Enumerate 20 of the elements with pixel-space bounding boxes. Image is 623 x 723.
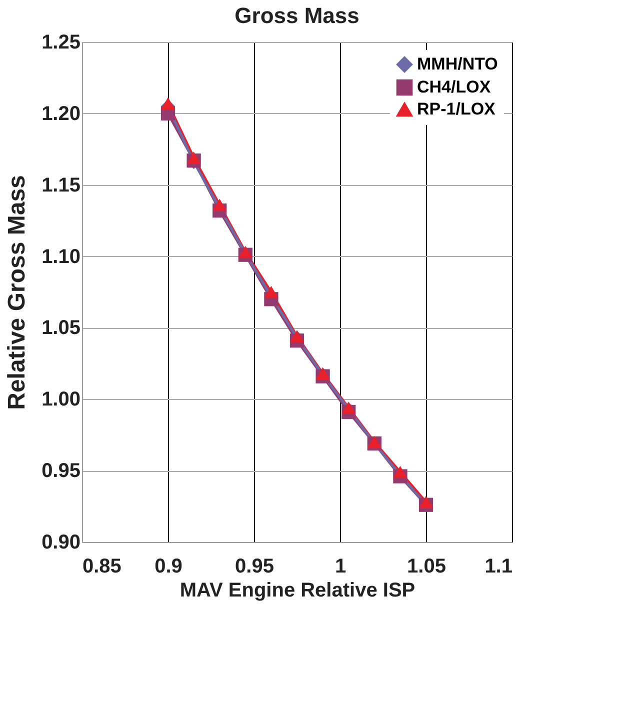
x-tick-label: 0.95 bbox=[235, 556, 274, 578]
x-axis-title: MAV Engine Relative ISP bbox=[180, 580, 416, 602]
x-tick-label: 0.9 bbox=[154, 556, 182, 578]
legend-label: CH4/LOX bbox=[417, 78, 492, 96]
y-tick-label: 1.10 bbox=[42, 246, 80, 268]
y-tick-label: 1.00 bbox=[42, 388, 80, 411]
y-tick-label: 0.95 bbox=[42, 460, 80, 482]
chart-title: Gross Mass bbox=[234, 3, 360, 28]
legend-label: MMH/NTO bbox=[417, 54, 498, 74]
y-tick-label: 1.05 bbox=[42, 317, 80, 340]
legend-label: RP-1/LOX bbox=[417, 100, 496, 118]
x-tick-label: 1.1 bbox=[484, 556, 512, 578]
y-tick-label: 1.25 bbox=[42, 32, 80, 54]
x-tick-label: 1.05 bbox=[407, 556, 446, 578]
x-tick-label: 0.85 bbox=[82, 556, 122, 578]
x-tick-label: 1 bbox=[334, 556, 346, 578]
y-tick-label: 1.15 bbox=[42, 174, 80, 196]
y-axis-title: Relative Gross Mass bbox=[4, 175, 31, 410]
y-tick-label: 1.20 bbox=[42, 102, 80, 125]
y-tick-label: 0.90 bbox=[42, 532, 80, 554]
